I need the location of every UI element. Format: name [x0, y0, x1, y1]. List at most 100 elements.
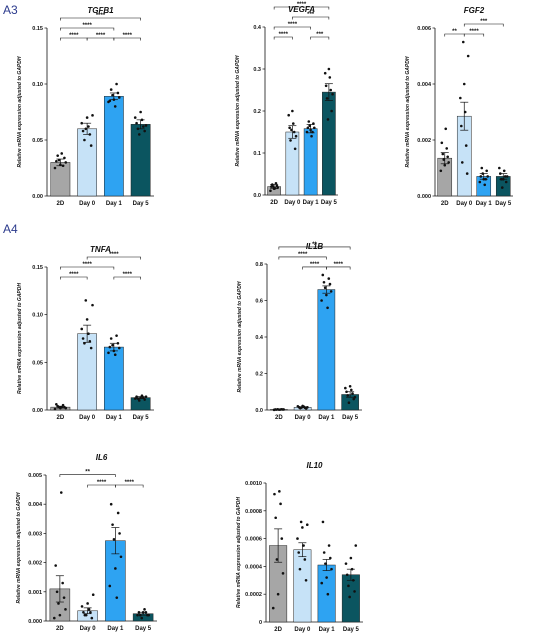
- data-point: [346, 394, 350, 397]
- y-tick-label: 0.004: [28, 502, 43, 508]
- significance-label: ****: [82, 23, 92, 29]
- data-point: [144, 395, 148, 398]
- data-point: [502, 169, 506, 173]
- data-point: [61, 403, 65, 407]
- data-point: [269, 189, 272, 193]
- data-point: [133, 116, 137, 119]
- bar-day-1: [103, 96, 124, 197]
- data-point: [139, 110, 142, 114]
- data-point: [115, 82, 118, 86]
- data-point: [320, 581, 324, 585]
- x-tick-label: 2D: [274, 627, 282, 633]
- data-point: [329, 290, 333, 293]
- data-point: [80, 327, 84, 331]
- data-point: [329, 88, 333, 92]
- data-point: [139, 396, 142, 399]
- data-point: [296, 537, 299, 540]
- significance-label: ***: [316, 32, 324, 38]
- data-point: [273, 492, 276, 496]
- data-point: [144, 124, 148, 127]
- data-point: [326, 592, 330, 596]
- data-point: [298, 567, 302, 571]
- x-tick-label: 2D: [56, 626, 64, 632]
- y-tick-label: 0.4: [253, 25, 262, 31]
- data-point: [270, 185, 273, 188]
- data-point: [464, 144, 468, 147]
- data-point: [327, 277, 331, 280]
- data-point: [89, 610, 92, 614]
- data-point: [143, 608, 146, 611]
- data-point: [56, 154, 59, 157]
- significance-label: ****: [123, 33, 133, 39]
- data-point: [354, 544, 358, 547]
- data-point: [55, 590, 59, 594]
- y-tick-label: 0.0008: [245, 509, 262, 515]
- data-point: [115, 596, 119, 599]
- data-point: [140, 616, 144, 620]
- data-point: [91, 303, 94, 307]
- data-point: [137, 610, 141, 614]
- data-point: [325, 576, 328, 579]
- data-point: [275, 558, 279, 561]
- data-point: [440, 141, 444, 145]
- significance-label: ****: [69, 33, 79, 39]
- data-point: [136, 613, 139, 617]
- significance-bracket: [463, 23, 504, 27]
- data-point: [59, 491, 63, 494]
- x-tick-label: Day 5: [133, 201, 150, 207]
- significance-label: ****: [109, 252, 119, 258]
- data-point: [135, 121, 138, 125]
- bar-2d: [50, 162, 71, 197]
- x-tick-label: Day 5: [342, 415, 359, 421]
- chart-vegfa: VEGFA Relative mRNA expression adjusted t…: [235, 2, 338, 206]
- data-point: [136, 127, 140, 131]
- data-point: [62, 596, 66, 599]
- y-tick-label: 0.2: [255, 372, 263, 378]
- y-tick-label: 0: [259, 620, 262, 626]
- data-point: [109, 337, 113, 340]
- data-point: [324, 562, 327, 565]
- data-point: [499, 177, 503, 181]
- significance-label: **: [312, 242, 317, 248]
- data-point: [141, 610, 145, 614]
- significance-label: **: [85, 469, 90, 475]
- data-point: [59, 163, 62, 166]
- data-point: [273, 408, 277, 411]
- data-point: [81, 129, 85, 133]
- significance-label: ****: [97, 480, 107, 486]
- data-point: [61, 581, 64, 585]
- data-point: [321, 520, 325, 524]
- data-point: [350, 388, 353, 392]
- data-point: [482, 177, 486, 181]
- x-tick-label: Day 1: [476, 201, 493, 207]
- data-point: [478, 180, 482, 184]
- data-point: [279, 502, 282, 506]
- data-point: [320, 299, 323, 302]
- y-tick-label: 0.000: [417, 194, 431, 200]
- data-point: [57, 158, 61, 162]
- data-point: [274, 516, 277, 520]
- data-point: [310, 134, 313, 138]
- x-tick-label: Day 0: [456, 201, 473, 207]
- significance-bracket: [59, 474, 116, 478]
- chart-tgfb1: TGFB1 Relative mRNA expression adjusted t…: [17, 6, 154, 207]
- data-point: [299, 520, 303, 524]
- data-point: [85, 318, 89, 321]
- data-point: [301, 526, 304, 529]
- data-point: [321, 273, 325, 277]
- x-tick-label: Day 5: [343, 627, 360, 633]
- data-point: [313, 126, 316, 130]
- data-point: [57, 602, 60, 605]
- x-tick-label: 2D: [57, 201, 65, 207]
- data-point: [119, 555, 123, 559]
- data-point: [445, 147, 449, 150]
- x-tick-label: Day 0: [80, 626, 97, 632]
- x-tick-label: Day 1: [303, 200, 320, 206]
- significance-bracket: [273, 6, 330, 10]
- data-point: [116, 341, 120, 345]
- data-point: [81, 337, 85, 340]
- data-point: [64, 161, 68, 164]
- data-point: [90, 616, 94, 620]
- data-point: [312, 122, 315, 125]
- data-point: [447, 161, 450, 164]
